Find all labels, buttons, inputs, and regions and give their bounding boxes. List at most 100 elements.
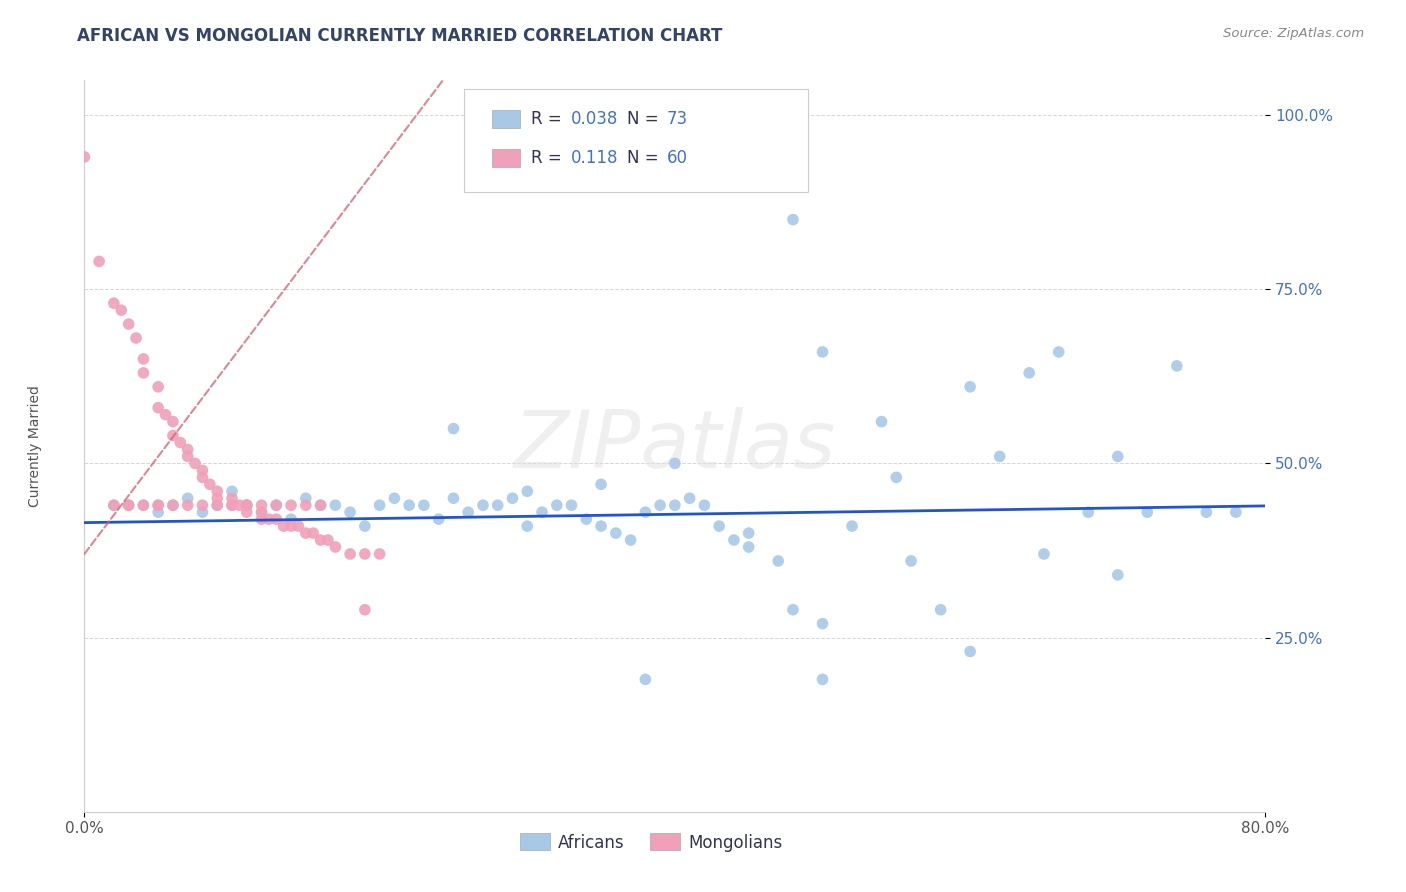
Point <box>900 554 922 568</box>
Point <box>191 505 214 519</box>
Point <box>679 491 702 506</box>
Point <box>605 526 627 541</box>
Point <box>723 533 745 547</box>
Point <box>841 519 863 533</box>
Point <box>516 519 538 533</box>
Point <box>811 616 834 631</box>
Point <box>561 498 583 512</box>
Point <box>250 498 273 512</box>
Point <box>368 547 391 561</box>
Point <box>103 296 125 310</box>
Point <box>309 533 332 547</box>
Point <box>155 408 177 422</box>
Point <box>427 512 450 526</box>
Point <box>929 603 952 617</box>
Text: R =: R = <box>531 149 572 167</box>
Point <box>295 498 318 512</box>
Point <box>620 533 643 547</box>
Point <box>591 519 613 533</box>
Point <box>228 498 250 512</box>
Point <box>148 498 170 512</box>
Point <box>266 498 288 512</box>
Point <box>457 505 479 519</box>
Point <box>325 498 347 512</box>
Point <box>738 540 761 554</box>
Point <box>295 526 318 541</box>
Point <box>1077 505 1099 519</box>
Point <box>309 498 332 512</box>
Point <box>634 673 657 687</box>
Point <box>634 505 657 519</box>
Point <box>486 498 509 512</box>
Point <box>148 505 170 519</box>
Point <box>782 603 804 617</box>
Point <box>302 526 325 541</box>
Point <box>169 435 191 450</box>
Point <box>250 505 273 519</box>
Point <box>191 498 214 512</box>
Point <box>184 457 207 471</box>
Point <box>273 519 295 533</box>
Point <box>1107 450 1129 464</box>
Text: AFRICAN VS MONGOLIAN CURRENTLY MARRIED CORRELATION CHART: AFRICAN VS MONGOLIAN CURRENTLY MARRIED C… <box>77 27 723 45</box>
Point <box>207 498 229 512</box>
Point <box>811 673 834 687</box>
Text: 73: 73 <box>666 110 688 128</box>
Point <box>354 603 377 617</box>
Point <box>118 498 141 512</box>
Point <box>162 498 184 512</box>
Point <box>664 457 686 471</box>
Point <box>287 519 309 533</box>
Point <box>118 317 141 331</box>
Text: R =: R = <box>531 110 568 128</box>
Point <box>811 345 834 359</box>
Point <box>546 498 568 512</box>
Text: N =: N = <box>627 149 664 167</box>
Text: Source: ZipAtlas.com: Source: ZipAtlas.com <box>1223 27 1364 40</box>
Point <box>738 526 761 541</box>
Point <box>221 498 243 512</box>
Point <box>162 428 184 442</box>
Point <box>1107 567 1129 582</box>
Point <box>266 498 288 512</box>
Point <box>221 491 243 506</box>
Point <box>132 351 155 366</box>
Point <box>148 380 170 394</box>
Point <box>221 498 243 512</box>
Point <box>382 491 406 506</box>
Point <box>148 498 170 512</box>
Point <box>125 331 148 345</box>
Point <box>1136 505 1159 519</box>
Point <box>207 484 229 499</box>
Point <box>280 512 302 526</box>
Text: N =: N = <box>627 110 664 128</box>
Point <box>87 254 111 268</box>
Point <box>664 498 686 512</box>
Point <box>221 484 243 499</box>
Point <box>870 415 893 429</box>
Point <box>443 491 465 506</box>
Legend: Africans, Mongolians: Africans, Mongolians <box>513 827 789 858</box>
Point <box>316 533 339 547</box>
Point <box>295 491 318 506</box>
Point <box>413 498 436 512</box>
Point <box>782 212 804 227</box>
Point <box>398 498 420 512</box>
Point <box>236 505 259 519</box>
Point <box>132 498 155 512</box>
Point <box>177 491 200 506</box>
Text: Currently Married: Currently Married <box>28 385 42 507</box>
Point <box>309 498 332 512</box>
Point <box>339 505 361 519</box>
Point <box>132 366 155 380</box>
Point <box>988 450 1011 464</box>
Point <box>177 498 200 512</box>
Text: 0.118: 0.118 <box>571 149 619 167</box>
Point <box>207 491 229 506</box>
Point <box>103 498 125 512</box>
Text: 0.038: 0.038 <box>571 110 619 128</box>
Point <box>110 303 132 318</box>
Point <box>177 442 200 457</box>
Point <box>191 470 214 484</box>
Point <box>339 547 361 561</box>
